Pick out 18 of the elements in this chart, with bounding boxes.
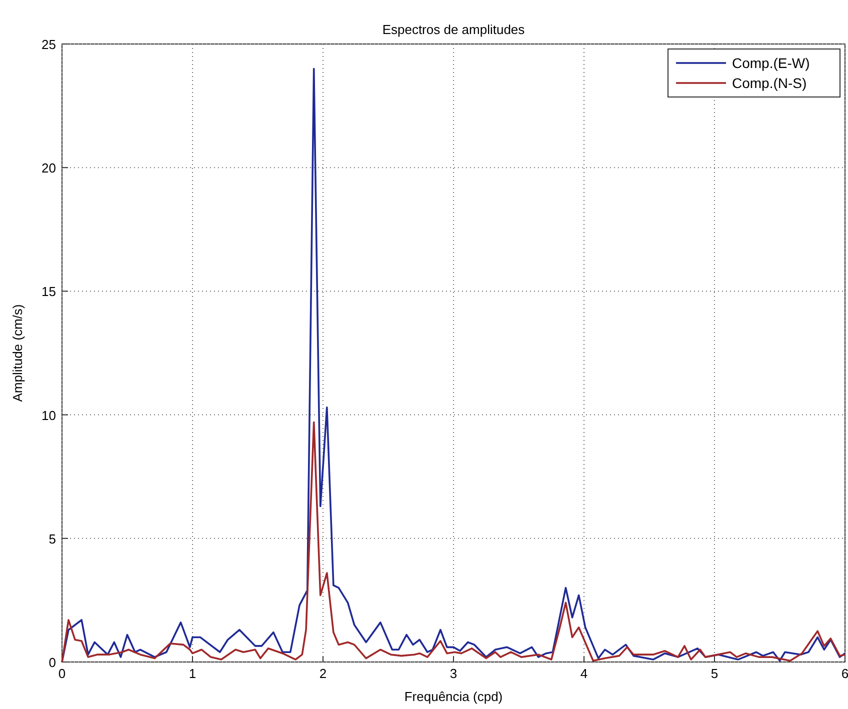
y-tick-label: 10 <box>42 408 56 423</box>
x-tick-label: 0 <box>58 666 66 681</box>
x-tick-label: 4 <box>580 666 588 681</box>
x-tick-label: 1 <box>188 666 196 681</box>
y-tick-label: 5 <box>48 531 56 546</box>
chart-title: Espectros de amplitudes <box>382 22 526 37</box>
x-axis-title: Frequência (cpd) <box>404 689 503 704</box>
x-tick-label: 6 <box>841 666 848 681</box>
y-axis-title: Amplitude (cm/s) <box>10 304 25 402</box>
y-tick-label: 20 <box>42 160 56 176</box>
x-tick-label: 3 <box>450 666 458 681</box>
x-tick-label: 5 <box>710 666 718 681</box>
x-tick-label: 2 <box>319 666 327 681</box>
y-tick-label: 15 <box>42 284 56 300</box>
legend-label: Comp.(N-S) <box>732 75 807 91</box>
y-tick-label: 25 <box>42 37 56 52</box>
y-tick-label: 0 <box>48 655 56 670</box>
legend-label: Comp.(E-W) <box>732 55 810 71</box>
